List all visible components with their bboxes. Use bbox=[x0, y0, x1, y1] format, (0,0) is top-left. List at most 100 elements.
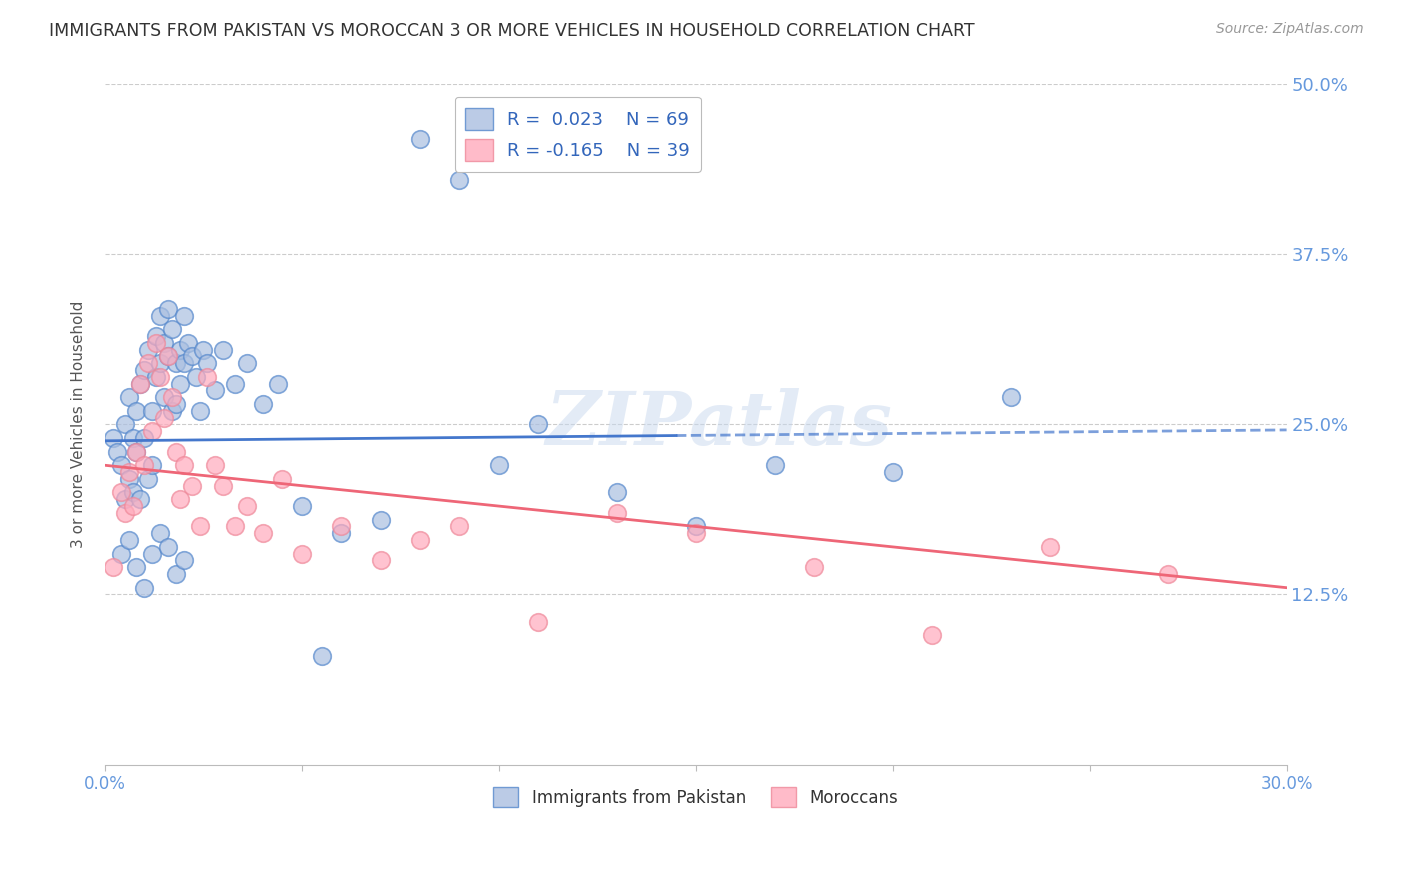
Point bbox=[449, 172, 471, 186]
Point bbox=[149, 356, 172, 370]
Point bbox=[105, 444, 128, 458]
Point bbox=[370, 513, 392, 527]
Point bbox=[449, 519, 471, 533]
Point bbox=[117, 472, 139, 486]
Point bbox=[129, 376, 152, 391]
Point bbox=[252, 397, 274, 411]
Point bbox=[165, 356, 187, 370]
Point bbox=[173, 309, 195, 323]
Point bbox=[160, 390, 183, 404]
Point bbox=[134, 363, 156, 377]
Text: IMMIGRANTS FROM PAKISTAN VS MOROCCAN 3 OR MORE VEHICLES IN HOUSEHOLD CORRELATION: IMMIGRANTS FROM PAKISTAN VS MOROCCAN 3 O… bbox=[49, 22, 974, 40]
Point bbox=[134, 458, 156, 473]
Point bbox=[156, 540, 179, 554]
Point bbox=[1000, 390, 1022, 404]
Point bbox=[134, 581, 156, 595]
Point bbox=[129, 376, 152, 391]
Point bbox=[882, 465, 904, 479]
Point bbox=[488, 458, 510, 473]
Point bbox=[136, 356, 159, 370]
Point bbox=[169, 492, 191, 507]
Point bbox=[110, 547, 132, 561]
Point bbox=[153, 390, 176, 404]
Point bbox=[121, 431, 143, 445]
Point bbox=[141, 458, 163, 473]
Point bbox=[114, 492, 136, 507]
Point bbox=[149, 309, 172, 323]
Point bbox=[803, 560, 825, 574]
Point bbox=[1039, 540, 1062, 554]
Point bbox=[145, 335, 167, 350]
Point bbox=[169, 343, 191, 357]
Point bbox=[110, 485, 132, 500]
Point bbox=[141, 547, 163, 561]
Point bbox=[921, 628, 943, 642]
Point bbox=[409, 533, 432, 547]
Point bbox=[156, 350, 179, 364]
Point bbox=[160, 322, 183, 336]
Point bbox=[212, 343, 235, 357]
Point bbox=[212, 478, 235, 492]
Text: Source: ZipAtlas.com: Source: ZipAtlas.com bbox=[1216, 22, 1364, 37]
Point bbox=[117, 465, 139, 479]
Point bbox=[125, 444, 148, 458]
Point bbox=[141, 424, 163, 438]
Point bbox=[204, 384, 226, 398]
Point bbox=[204, 458, 226, 473]
Point bbox=[114, 417, 136, 432]
Point bbox=[160, 404, 183, 418]
Point bbox=[125, 404, 148, 418]
Point bbox=[267, 376, 290, 391]
Point bbox=[173, 356, 195, 370]
Point bbox=[173, 553, 195, 567]
Point bbox=[193, 343, 215, 357]
Y-axis label: 3 or more Vehicles in Household: 3 or more Vehicles in Household bbox=[72, 301, 86, 549]
Point bbox=[330, 526, 353, 541]
Point bbox=[685, 519, 707, 533]
Point bbox=[173, 458, 195, 473]
Point bbox=[149, 370, 172, 384]
Point bbox=[129, 492, 152, 507]
Point bbox=[188, 404, 211, 418]
Point bbox=[184, 370, 207, 384]
Point bbox=[153, 410, 176, 425]
Point bbox=[291, 547, 314, 561]
Point bbox=[141, 404, 163, 418]
Point bbox=[236, 356, 259, 370]
Point bbox=[224, 376, 246, 391]
Legend: Immigrants from Pakistan, Moroccans: Immigrants from Pakistan, Moroccans bbox=[486, 780, 905, 814]
Point bbox=[330, 519, 353, 533]
Point bbox=[180, 478, 202, 492]
Point bbox=[169, 376, 191, 391]
Point bbox=[121, 499, 143, 513]
Point bbox=[188, 519, 211, 533]
Point bbox=[252, 526, 274, 541]
Point bbox=[165, 397, 187, 411]
Point bbox=[527, 615, 550, 629]
Point bbox=[145, 370, 167, 384]
Point bbox=[224, 519, 246, 533]
Point bbox=[136, 343, 159, 357]
Point bbox=[149, 526, 172, 541]
Point bbox=[145, 329, 167, 343]
Text: ZIPatlas: ZIPatlas bbox=[546, 388, 893, 461]
Point bbox=[370, 553, 392, 567]
Point bbox=[121, 485, 143, 500]
Point bbox=[763, 458, 786, 473]
Point bbox=[136, 472, 159, 486]
Point bbox=[101, 431, 124, 445]
Point bbox=[110, 458, 132, 473]
Point bbox=[125, 444, 148, 458]
Point bbox=[180, 350, 202, 364]
Point bbox=[271, 472, 294, 486]
Point bbox=[165, 567, 187, 582]
Point bbox=[117, 533, 139, 547]
Point bbox=[156, 350, 179, 364]
Point bbox=[685, 526, 707, 541]
Point bbox=[153, 335, 176, 350]
Point bbox=[117, 390, 139, 404]
Point bbox=[114, 506, 136, 520]
Point bbox=[527, 417, 550, 432]
Point bbox=[156, 301, 179, 316]
Point bbox=[291, 499, 314, 513]
